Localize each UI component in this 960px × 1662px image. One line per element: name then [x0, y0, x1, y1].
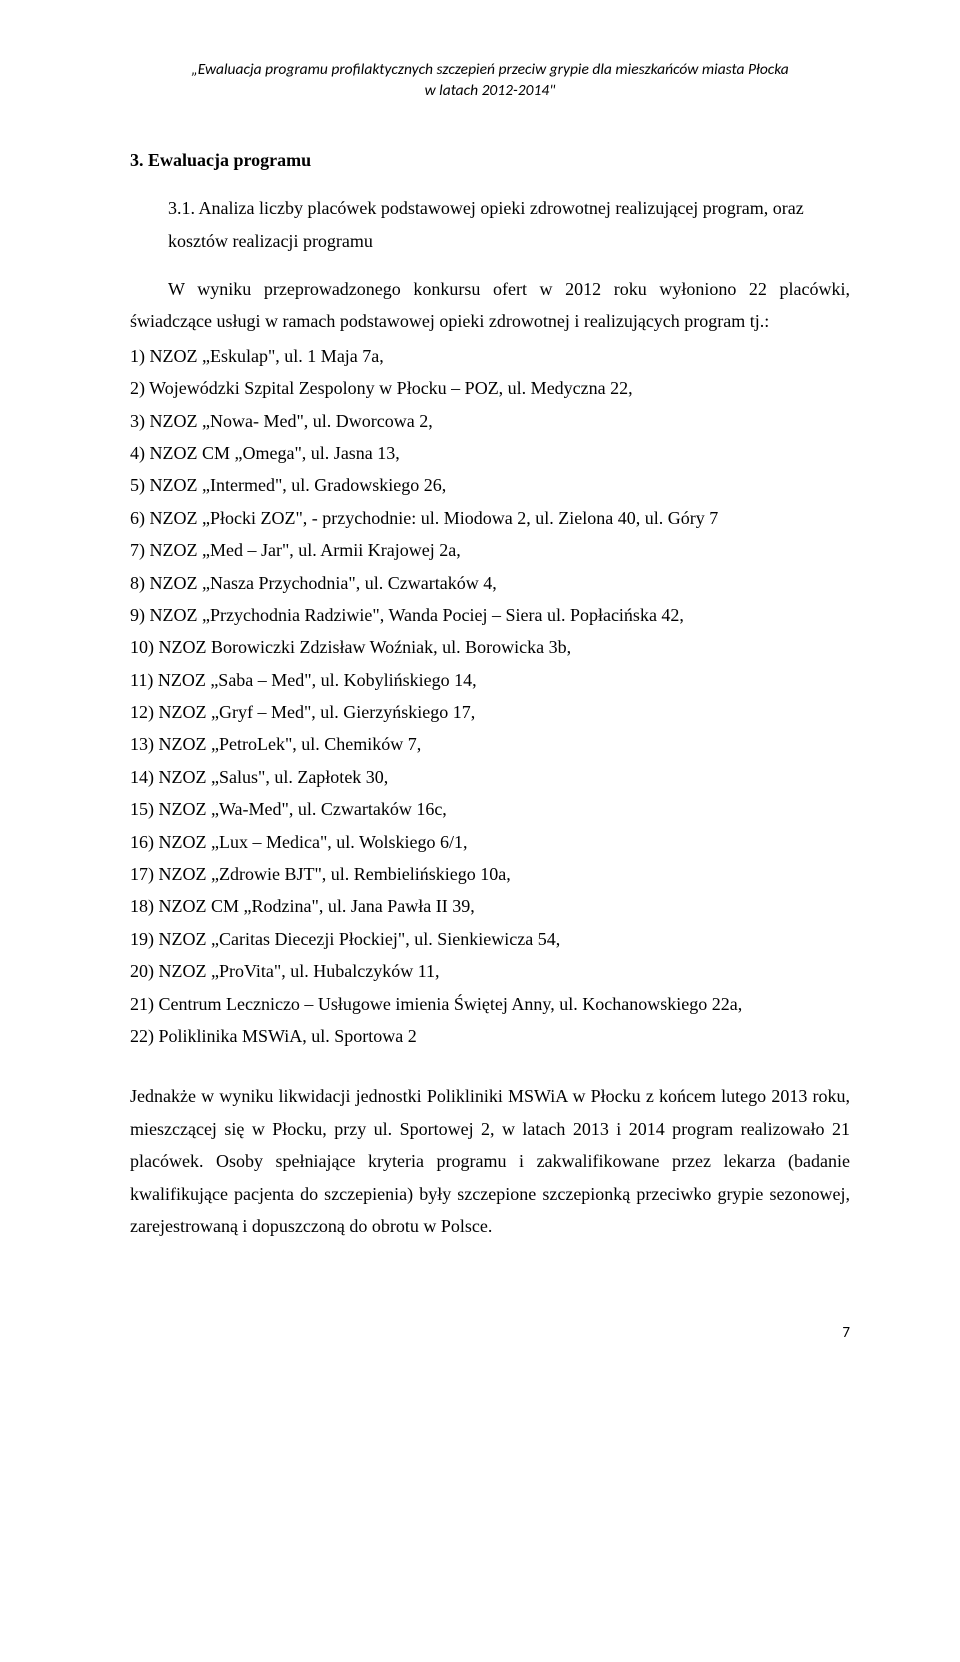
- document-header: „Ewaluacja programu profilaktycznych szc…: [130, 60, 850, 102]
- list-item: 17) NZOZ „Zdrowie BJT", ul. Rembieliński…: [130, 858, 850, 890]
- list-item: 16) NZOZ „Lux – Medica", ul. Wolskiego 6…: [130, 826, 850, 858]
- list-item: 5) NZOZ „Intermed", ul. Gradowskiego 26,: [130, 469, 850, 501]
- intro-paragraph: W wyniku przeprowadzonego konkursu ofert…: [130, 273, 850, 338]
- list-item: 21) Centrum Leczniczo – Usługowe imienia…: [130, 988, 850, 1020]
- list-item: 8) NZOZ „Nasza Przychodnia", ul. Czwarta…: [130, 567, 850, 599]
- facility-list: 1) NZOZ „Eskulap", ul. 1 Maja 7a, 2) Woj…: [130, 340, 850, 1053]
- list-item: 20) NZOZ „ProVita", ul. Hubalczyków 11,: [130, 955, 850, 987]
- section-heading: 3. Ewaluacja programu: [130, 144, 850, 176]
- list-item: 12) NZOZ „Gryf – Med", ul. Gierzyńskiego…: [130, 696, 850, 728]
- list-item: 2) Wojewódzki Szpital Zespolony w Płocku…: [130, 372, 850, 404]
- list-item: 15) NZOZ „Wa-Med", ul. Czwartaków 16c,: [130, 793, 850, 825]
- list-item: 6) NZOZ „Płocki ZOZ", - przychodnie: ul.…: [130, 502, 850, 534]
- page-number: 7: [130, 1320, 850, 1347]
- list-item: 13) NZOZ „PetroLek", ul. Chemików 7,: [130, 728, 850, 760]
- list-item: 11) NZOZ „Saba – Med", ul. Kobylińskiego…: [130, 664, 850, 696]
- list-item: 1) NZOZ „Eskulap", ul. 1 Maja 7a,: [130, 340, 850, 372]
- list-item: 14) NZOZ „Salus", ul. Zapłotek 30,: [130, 761, 850, 793]
- list-item: 7) NZOZ „Med – Jar", ul. Armii Krajowej …: [130, 534, 850, 566]
- closing-paragraph: Jednakże w wyniku likwidacji jednostki P…: [130, 1080, 850, 1242]
- list-item: 19) NZOZ „Caritas Diecezji Płockiej", ul…: [130, 923, 850, 955]
- list-item: 22) Poliklinika MSWiA, ul. Sportowa 2: [130, 1020, 850, 1052]
- subsection-heading: 3.1. Analiza liczby placówek podstawowej…: [168, 192, 850, 257]
- header-line-2: w latach 2012-2014": [130, 81, 850, 102]
- list-item: 3) NZOZ „Nowa- Med", ul. Dworcowa 2,: [130, 405, 850, 437]
- list-item: 4) NZOZ CM „Omega", ul. Jasna 13,: [130, 437, 850, 469]
- list-item: 18) NZOZ CM „Rodzina", ul. Jana Pawła II…: [130, 890, 850, 922]
- list-item: 9) NZOZ „Przychodnia Radziwie", Wanda Po…: [130, 599, 850, 631]
- header-line-1: „Ewaluacja programu profilaktycznych szc…: [130, 60, 850, 81]
- list-item: 10) NZOZ Borowiczki Zdzisław Woźniak, ul…: [130, 631, 850, 663]
